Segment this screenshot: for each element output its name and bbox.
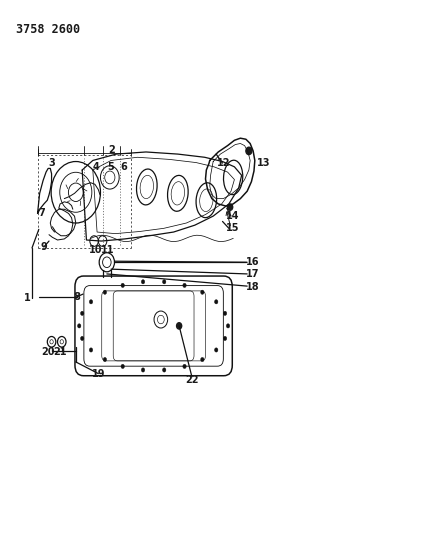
Circle shape: [183, 283, 186, 287]
Text: 21: 21: [54, 348, 67, 358]
Circle shape: [223, 336, 227, 341]
Circle shape: [77, 324, 81, 328]
Text: 9: 9: [41, 242, 47, 252]
Circle shape: [201, 358, 204, 362]
Circle shape: [246, 147, 252, 155]
Circle shape: [103, 290, 107, 294]
Text: 2: 2: [109, 145, 115, 155]
Text: 10: 10: [89, 245, 103, 255]
Text: 18: 18: [245, 281, 259, 292]
Circle shape: [177, 322, 181, 329]
Circle shape: [228, 204, 233, 211]
Text: 15: 15: [226, 223, 240, 233]
Circle shape: [80, 311, 84, 316]
Circle shape: [214, 348, 218, 352]
Text: 11: 11: [101, 245, 114, 255]
Text: 4: 4: [92, 162, 99, 172]
Circle shape: [214, 300, 218, 304]
Text: 12: 12: [217, 158, 230, 168]
Circle shape: [121, 364, 125, 368]
Circle shape: [103, 358, 107, 362]
Circle shape: [89, 348, 93, 352]
Circle shape: [183, 364, 186, 368]
Circle shape: [223, 311, 227, 316]
Circle shape: [201, 290, 204, 294]
Circle shape: [163, 368, 166, 372]
Text: 7: 7: [39, 208, 45, 219]
Text: 17: 17: [246, 270, 259, 279]
Text: 3758 2600: 3758 2600: [16, 22, 80, 36]
Text: 6: 6: [120, 162, 127, 172]
Circle shape: [226, 324, 230, 328]
Text: 1: 1: [24, 293, 30, 303]
Circle shape: [141, 368, 145, 372]
Circle shape: [163, 280, 166, 284]
Text: 13: 13: [257, 158, 271, 168]
Text: 20: 20: [42, 348, 55, 358]
Circle shape: [89, 300, 93, 304]
Text: 16: 16: [246, 257, 259, 267]
Circle shape: [80, 336, 84, 341]
Text: 14: 14: [226, 211, 240, 221]
Text: 22: 22: [185, 375, 199, 385]
Circle shape: [141, 280, 145, 284]
Circle shape: [121, 283, 125, 287]
Text: 5: 5: [108, 162, 114, 172]
Text: 8: 8: [74, 292, 80, 302]
Text: 3: 3: [48, 158, 55, 168]
Text: 19: 19: [92, 369, 105, 378]
